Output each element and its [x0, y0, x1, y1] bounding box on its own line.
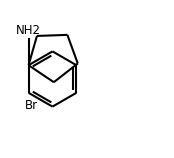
Text: NH2: NH2: [16, 24, 41, 37]
Text: Br: Br: [25, 99, 38, 112]
